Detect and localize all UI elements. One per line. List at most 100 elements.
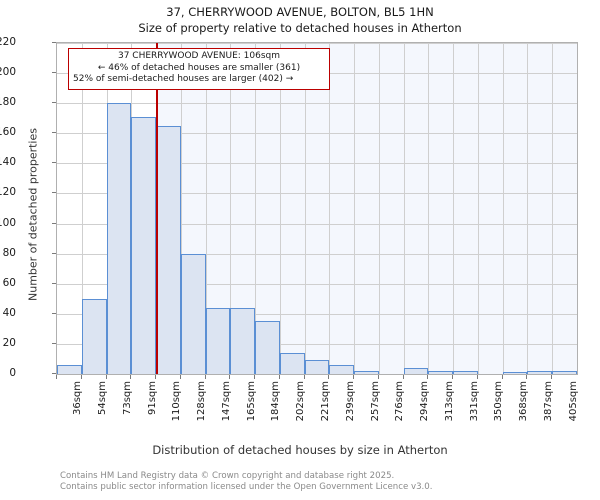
plot-area [56, 42, 578, 375]
page-subtitle: Size of property relative to detached ho… [138, 21, 462, 35]
gridline [57, 253, 577, 255]
bar [527, 371, 553, 374]
x-tick-mark [427, 375, 429, 379]
x-tick-mark [130, 375, 132, 379]
y-tick-label: 40 [2, 306, 16, 319]
x-tick-label: 221sqm [320, 381, 331, 422]
x-tick-mark [402, 375, 404, 379]
y-tick-mark [52, 132, 56, 134]
gridline [205, 43, 207, 374]
x-tick-label: 165sqm [245, 381, 257, 422]
x-tick-label: 202sqm [295, 381, 307, 422]
x-tick-label: 54sqm [97, 381, 109, 416]
attribution-footer: Contains HM Land Registry data © Crown c… [60, 471, 580, 492]
bar [230, 307, 256, 374]
y-tick-label: 20 [2, 336, 16, 349]
x-tick-label: 405sqm [567, 381, 579, 422]
x-tick-label: 257sqm [369, 381, 381, 422]
bar [403, 367, 429, 374]
x-tick-mark [254, 375, 256, 379]
x-tick-mark [179, 375, 181, 379]
y-tick-mark [52, 282, 56, 284]
gridline [329, 43, 331, 374]
x-tick-label: 331sqm [468, 381, 480, 422]
x-tick-label: 128sqm [196, 381, 208, 422]
bar [552, 371, 577, 374]
y-tick-mark [52, 42, 56, 43]
bar [106, 103, 132, 374]
bar [502, 372, 528, 374]
gridline [57, 283, 577, 285]
x-tick-mark [353, 375, 355, 379]
footer-line-2: Contains public sector information licen… [60, 481, 433, 492]
gridline [57, 163, 577, 165]
x-tick-mark [328, 375, 330, 379]
y-tick-mark [52, 373, 56, 374]
y-tick-label: 120 [0, 186, 16, 199]
bar [57, 364, 82, 374]
gridline [304, 43, 306, 374]
bar [304, 360, 330, 374]
bar [131, 116, 157, 374]
gridline [428, 43, 430, 374]
annotation-line-2: ← 46% of detached houses are smaller (36… [97, 62, 301, 73]
annotation-line-1: 37 CHERRYWOOD AVENUE: 106sqm [117, 51, 280, 61]
x-tick-mark [526, 375, 528, 379]
gridline [57, 313, 577, 315]
page-title: 37, CHERRYWOOD AVENUE, BOLTON, BL5 1HN [166, 5, 434, 19]
annotation-callout: 37 CHERRYWOOD AVENUE: 106sqm ← 46% of de… [68, 48, 330, 90]
x-tick-mark [278, 375, 280, 379]
gridline [57, 193, 577, 195]
gridline [57, 223, 577, 225]
x-axis-title: Distribution of detached houses by size … [152, 443, 448, 457]
x-tick-label: 36sqm [72, 381, 84, 416]
y-tick-mark [52, 312, 56, 314]
y-tick-label: 60 [2, 276, 16, 289]
gridline [354, 43, 356, 374]
y-tick-label: 160 [0, 126, 16, 139]
gridline [81, 43, 83, 374]
gridline [527, 43, 529, 374]
x-tick-label: 110sqm [171, 381, 183, 422]
gridline [552, 43, 554, 374]
x-tick-mark [377, 375, 379, 379]
y-axis-title: Number of detached properties [26, 128, 40, 301]
bar [354, 371, 379, 374]
gridline [403, 43, 405, 374]
gridline [57, 343, 577, 345]
x-tick-mark [551, 375, 553, 379]
x-tick-mark [105, 375, 107, 379]
x-tick-mark [80, 375, 82, 379]
bar [279, 352, 305, 374]
property-marker-line [156, 43, 159, 374]
y-tick-mark [52, 192, 56, 194]
x-tick-label: 147sqm [220, 381, 232, 422]
x-tick-label: 368sqm [518, 381, 530, 422]
bar [453, 371, 478, 374]
x-tick-mark [476, 375, 478, 379]
y-tick-label: 80 [2, 246, 16, 259]
gridline [230, 43, 232, 374]
x-tick-label: 184sqm [270, 381, 282, 422]
bar [180, 253, 206, 374]
y-tick-mark [52, 162, 56, 164]
gridline [180, 43, 182, 374]
y-tick-label: 100 [0, 216, 16, 229]
y-tick-label: 220 [0, 36, 16, 48]
gridline [57, 103, 577, 105]
y-tick-label: 180 [0, 96, 16, 109]
gridline [477, 43, 479, 374]
gridline [57, 43, 577, 44]
x-tick-mark [303, 375, 305, 379]
y-tick-label: 200 [0, 66, 16, 79]
footer-line-1: Contains HM Land Registry data © Crown c… [60, 471, 395, 481]
x-tick-label: 91sqm [146, 381, 158, 416]
x-tick-mark [56, 375, 57, 379]
x-tick-mark [204, 375, 206, 379]
gridline [279, 43, 281, 374]
x-tick-mark [501, 375, 503, 379]
y-tick-mark [52, 342, 56, 344]
y-tick-mark [52, 222, 56, 224]
x-tick-mark [452, 375, 454, 379]
x-tick-label: 276sqm [394, 381, 406, 422]
